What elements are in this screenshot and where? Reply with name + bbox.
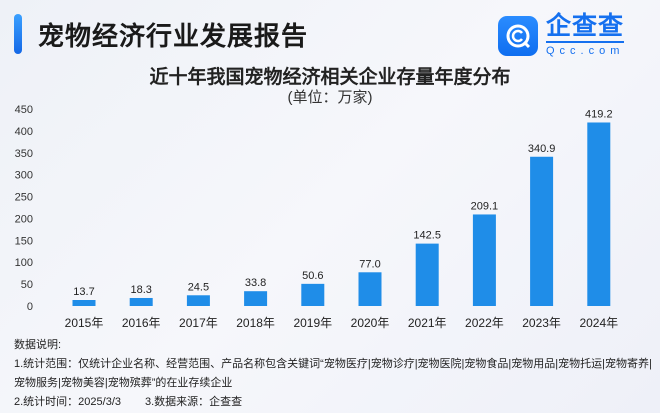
y-tick-label: 450 [15,104,33,116]
y-tick-label: 200 [15,213,33,225]
bar [358,272,382,306]
notes-time: 2.统计时间：2025/3/3 [14,396,121,408]
notes-heading: 数据说明: [14,339,62,351]
bar [72,300,96,306]
x-tick-label: 2016年 [122,316,161,330]
notes-source: 3.数据来源：企查查 [145,396,243,408]
bar [186,295,210,306]
x-tick-label: 2015年 [65,316,104,330]
data-notes: 数据说明: 1.统计范围：仅统计企业名称、经营范围、产品名称包含关键词“宠物医疗… [14,336,654,412]
data-label: 50.6 [302,270,323,282]
y-tick-label: 50 [21,279,33,291]
x-tick-label: 2024年 [579,316,618,330]
bar [530,156,554,306]
logo-text-cn: 企查查 [546,14,625,43]
x-tick-label: 2017年 [179,316,218,330]
x-tick-label: 2021年 [408,316,447,330]
title-accent-bar [14,14,22,54]
data-label: 18.3 [130,284,151,296]
data-label: 142.5 [413,230,441,242]
x-tick-label: 2020年 [351,316,390,330]
bar [472,214,496,306]
y-tick-label: 0 [27,301,33,313]
y-tick-label: 400 [15,126,33,138]
bar [301,283,325,306]
data-label: 24.5 [188,281,209,293]
y-tick-label: 300 [15,170,33,182]
logo-text-en: Qcc.com [546,45,625,57]
y-tick-label: 250 [15,192,33,204]
x-tick-label: 2023年 [522,316,561,330]
qcc-logo-icon [498,15,538,56]
data-label: 13.7 [73,286,94,298]
x-tick-label: 2018年 [236,316,275,330]
bar [587,122,611,307]
x-tick-label: 2022年 [465,316,504,330]
page-title: 宠物经济行业发展报告 [38,21,309,51]
y-tick-label: 350 [15,148,33,160]
bar [129,297,153,306]
chart-title: 近十年我国宠物经济相关企业存量年度分布 [149,67,511,88]
qcc-logo: 企查查 Qcc.com [498,14,625,57]
bar [415,243,439,306]
data-label: 209.1 [471,200,499,212]
chart-subtitle: (单位：万家) [287,89,373,106]
x-tick-label: 2019年 [293,316,332,330]
data-label: 419.2 [585,108,613,120]
data-label: 33.8 [245,277,266,289]
data-label: 77.0 [359,258,380,270]
data-label: 340.9 [528,143,556,155]
y-tick-label: 100 [15,257,33,269]
y-tick-label: 150 [15,235,33,247]
notes-scope: 1.统计范围：仅统计企业名称、经营范围、产品名称包含关键词“宠物医疗|宠物诊疗|… [14,358,652,389]
bar [244,291,268,306]
